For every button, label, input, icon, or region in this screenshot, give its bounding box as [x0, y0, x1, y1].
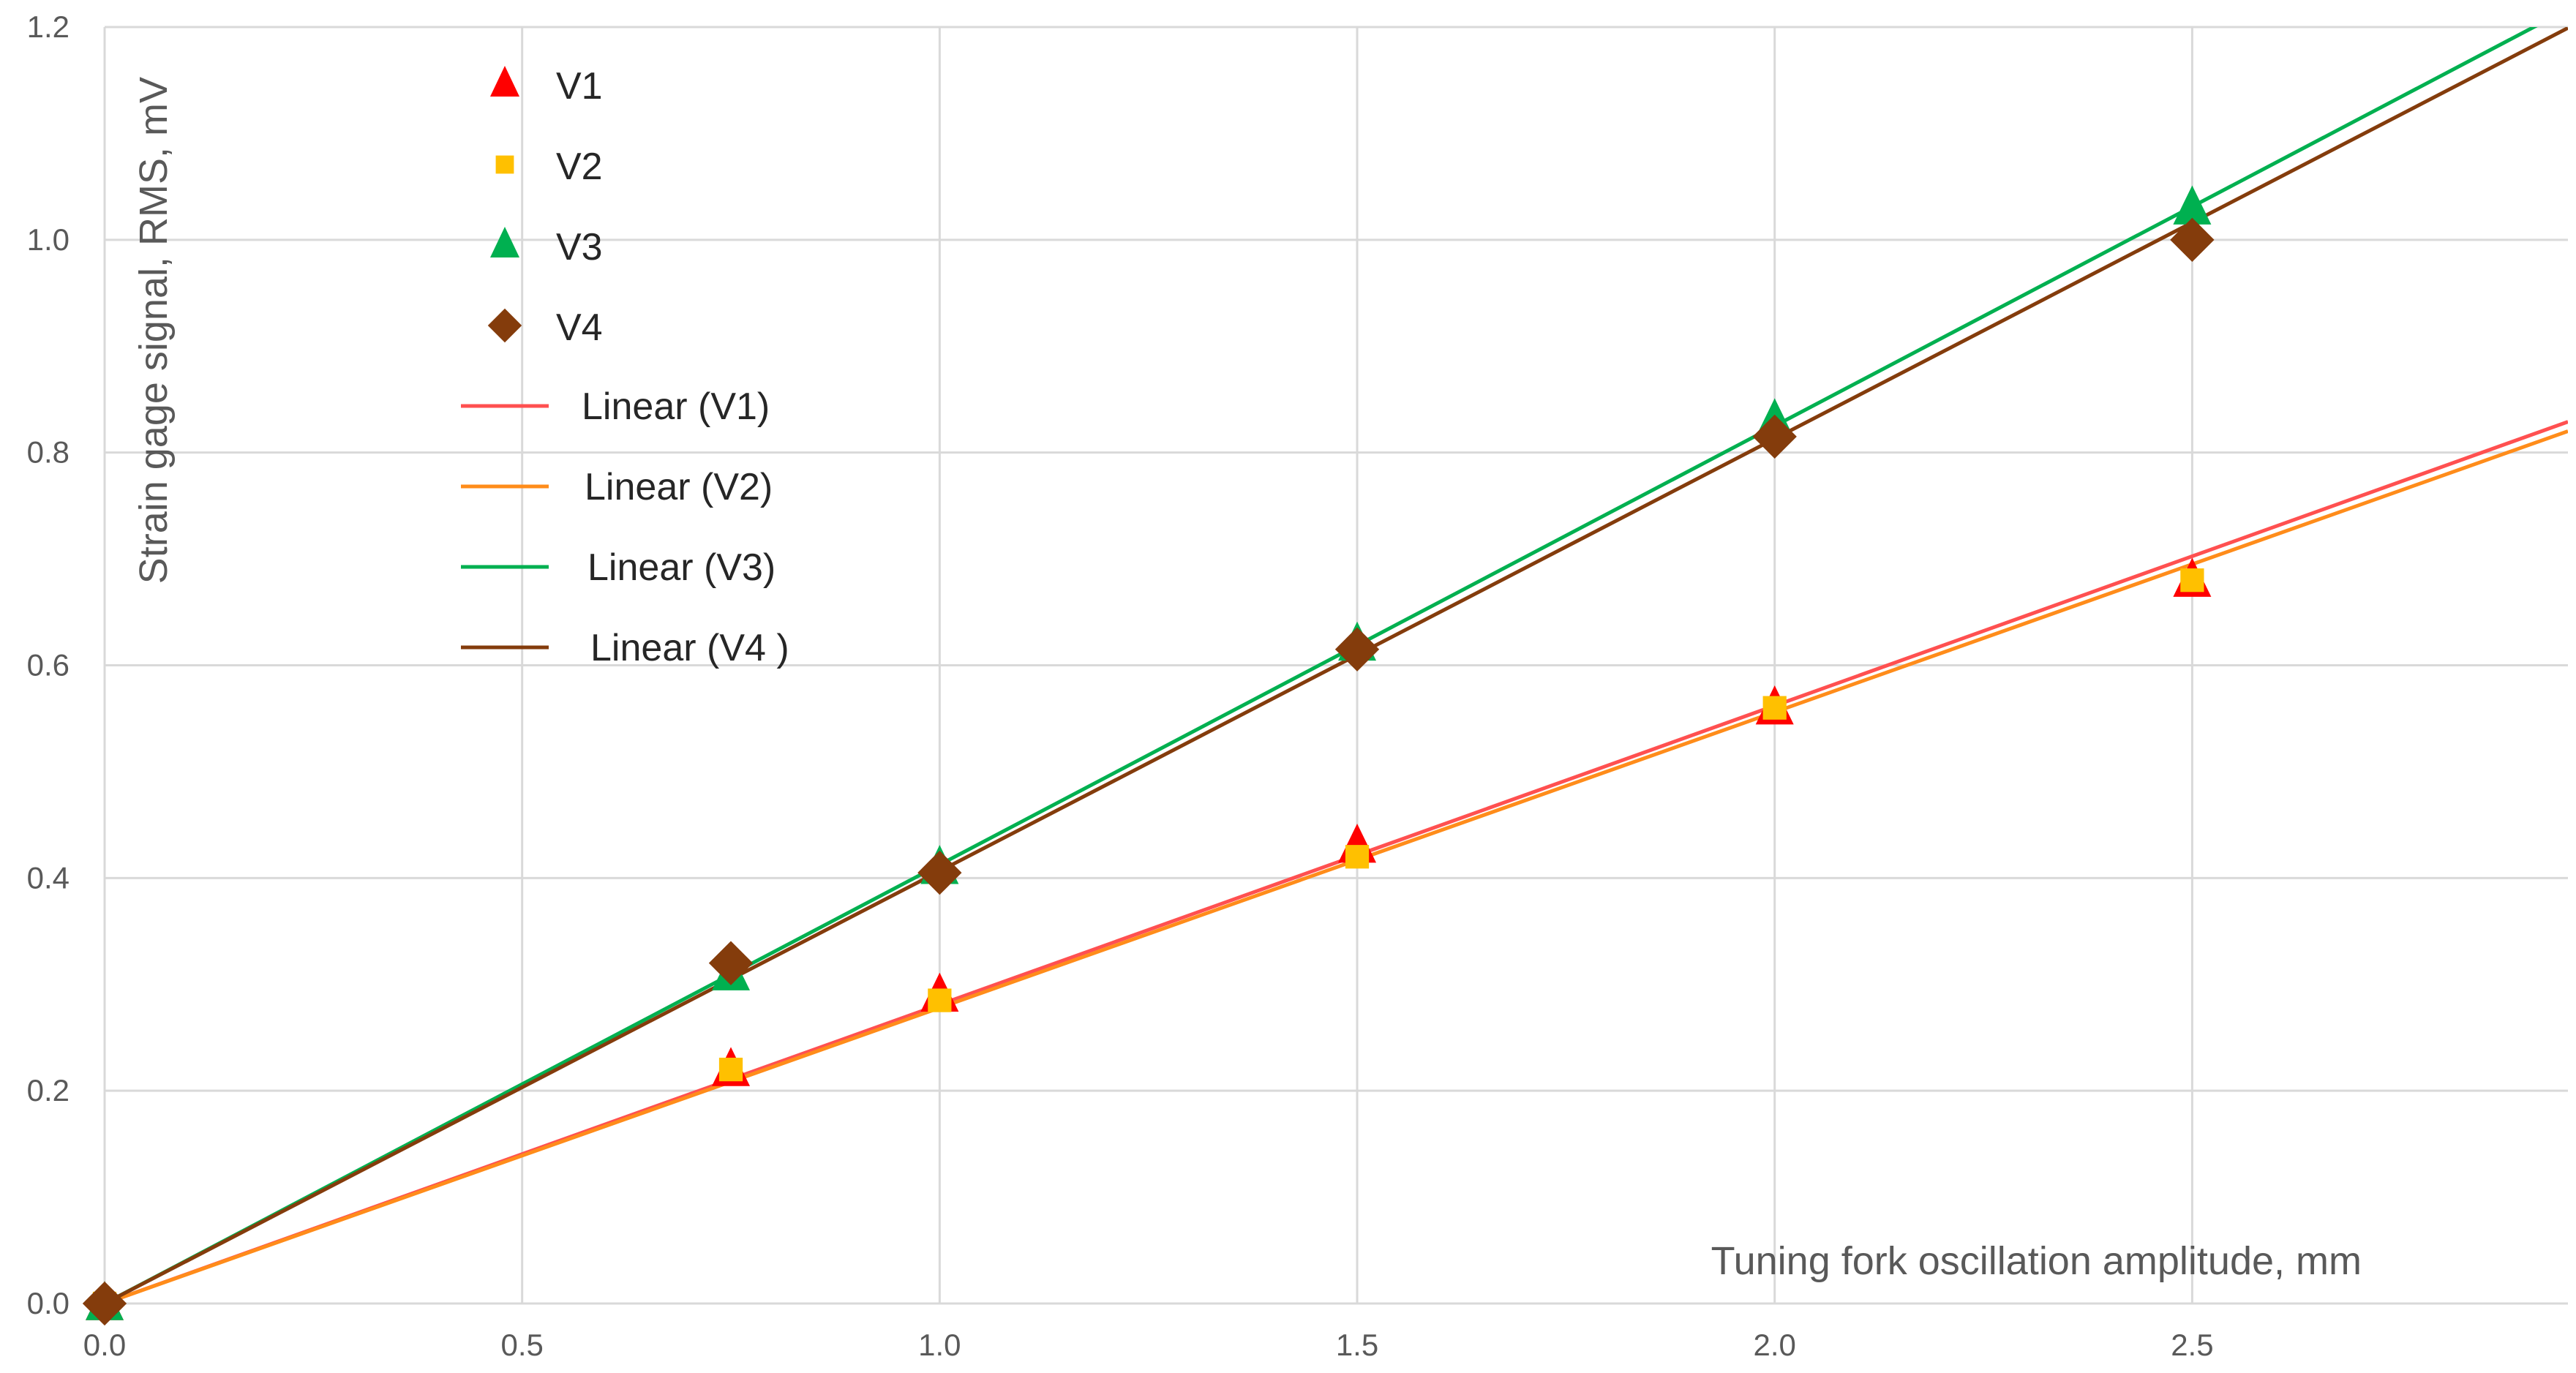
- legend-label: Linear (V3): [587, 546, 776, 589]
- trendline-4: [105, 27, 2568, 1304]
- point-v2: [1762, 696, 1787, 720]
- point-v2: [718, 1057, 743, 1082]
- legend-label: V1: [556, 65, 603, 108]
- point-v4: [2170, 217, 2215, 262]
- point-v4: [82, 1281, 127, 1326]
- y-tick-label: 0.8: [27, 435, 70, 470]
- legend-label: Linear (V4 ): [590, 627, 789, 669]
- point-v3: [2173, 185, 2212, 225]
- legend-marker-v1: [490, 66, 519, 97]
- y-tick-label: 1.0: [27, 222, 70, 257]
- trendline-3: [105, 27, 2538, 1304]
- point-v4: [917, 850, 962, 895]
- legend-label: Linear (V1): [582, 385, 770, 428]
- legend-marker-v3: [490, 227, 519, 257]
- point-v2: [928, 988, 952, 1012]
- legend: V1 V2 V3 V4 Linear (V1) Linear (V2) Linear (V3…: [461, 65, 789, 669]
- y-tick-label: 0.4: [27, 860, 70, 895]
- y-tick-label: 1.2: [27, 10, 70, 44]
- y-axis-title: Strain gage signal, RMS, mV: [132, 77, 176, 584]
- x-axis-title: Tuning fork oscillation amplitude, mm: [1711, 1239, 2362, 1283]
- trendline-2: [105, 429, 2568, 1304]
- legend-label: V3: [556, 226, 603, 268]
- point-v2: [1345, 845, 1370, 869]
- data-markers: [82, 185, 2215, 1326]
- x-tick-label: 1.5: [1336, 1328, 1378, 1362]
- point-v4: [1334, 627, 1380, 672]
- x-tick-label: 2.5: [2171, 1328, 2213, 1362]
- legend-marker-v4: [487, 308, 522, 343]
- y-tick-label: 0.6: [27, 648, 70, 682]
- y-tick-label: 0.0: [27, 1286, 70, 1320]
- legend-label: V4: [556, 306, 603, 349]
- x-tick-label: 1.0: [918, 1328, 961, 1362]
- legend-label: Linear (V2): [585, 466, 773, 508]
- y-tick-label: 0.2: [27, 1073, 70, 1107]
- legend-marker-v2: [495, 155, 514, 174]
- point-v4: [708, 941, 754, 985]
- trend-lines: [105, 27, 2568, 1304]
- tick-labels: 0.0 0.2 0.4 0.6 0.8 1.0 1.2 0.0 0.5 1.0 1.5 2.0 2.5: [27, 10, 2214, 1362]
- x-tick-label: 0.0: [83, 1328, 126, 1362]
- x-tick-label: 0.5: [500, 1328, 543, 1362]
- point-v4: [1752, 414, 1797, 459]
- x-tick-label: 2.0: [1754, 1328, 1796, 1362]
- legend-label: V2: [556, 146, 603, 188]
- point-v2: [2180, 568, 2204, 593]
